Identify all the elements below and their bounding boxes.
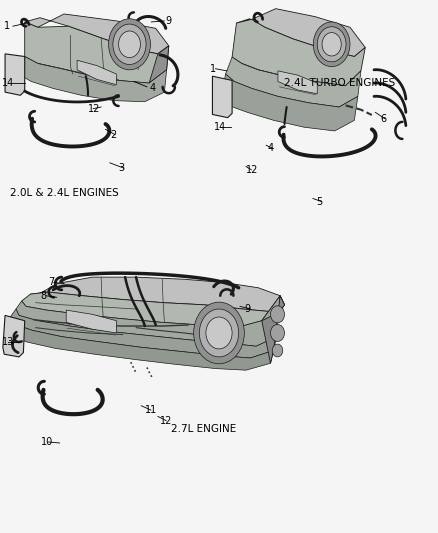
Polygon shape (221, 74, 358, 131)
Circle shape (313, 22, 350, 67)
Circle shape (271, 325, 285, 342)
Polygon shape (6, 317, 274, 370)
Text: 1: 1 (210, 64, 216, 74)
Text: 13: 13 (2, 337, 14, 347)
Text: 11: 11 (145, 405, 157, 415)
Polygon shape (16, 296, 280, 346)
Polygon shape (20, 56, 166, 102)
Circle shape (109, 19, 150, 70)
Polygon shape (25, 14, 169, 54)
Text: 4: 4 (149, 83, 155, 93)
Circle shape (199, 309, 239, 357)
Polygon shape (66, 310, 117, 333)
Text: 2.4L TURBO ENGINES: 2.4L TURBO ENGINES (284, 78, 395, 88)
Polygon shape (5, 54, 25, 95)
Text: 2.7L ENGINE: 2.7L ENGINE (171, 424, 236, 434)
Text: 5: 5 (316, 197, 322, 207)
Polygon shape (21, 292, 285, 328)
Text: 14: 14 (2, 78, 14, 88)
Polygon shape (262, 296, 285, 321)
Polygon shape (232, 19, 365, 86)
Circle shape (272, 344, 283, 357)
Polygon shape (262, 296, 285, 364)
Polygon shape (212, 76, 232, 118)
Circle shape (119, 31, 141, 58)
Polygon shape (3, 316, 25, 357)
Polygon shape (278, 71, 317, 94)
Text: 12: 12 (246, 165, 258, 175)
Text: 9: 9 (244, 304, 251, 314)
Text: 9: 9 (166, 16, 172, 26)
Text: 6: 6 (381, 114, 387, 124)
Text: 8: 8 (40, 290, 46, 301)
Circle shape (322, 33, 341, 56)
Text: 1: 1 (4, 21, 11, 31)
Polygon shape (149, 46, 169, 83)
Circle shape (317, 27, 346, 62)
Polygon shape (226, 57, 361, 107)
Text: 12: 12 (160, 416, 173, 426)
Text: 4: 4 (268, 143, 274, 154)
Circle shape (206, 317, 232, 349)
Text: 10: 10 (41, 437, 53, 447)
Polygon shape (237, 9, 365, 56)
Circle shape (113, 24, 146, 64)
Text: 3: 3 (119, 163, 125, 173)
Circle shape (271, 306, 285, 323)
Polygon shape (25, 22, 169, 83)
Polygon shape (30, 277, 285, 312)
Text: 7: 7 (48, 278, 54, 287)
Text: 12: 12 (88, 103, 100, 114)
Text: 2: 2 (110, 130, 116, 140)
Polygon shape (77, 60, 117, 85)
Circle shape (194, 302, 244, 364)
Polygon shape (11, 309, 277, 358)
Text: 2.0L & 2.4L ENGINES: 2.0L & 2.4L ENGINES (11, 188, 119, 198)
Text: 14: 14 (214, 122, 226, 132)
